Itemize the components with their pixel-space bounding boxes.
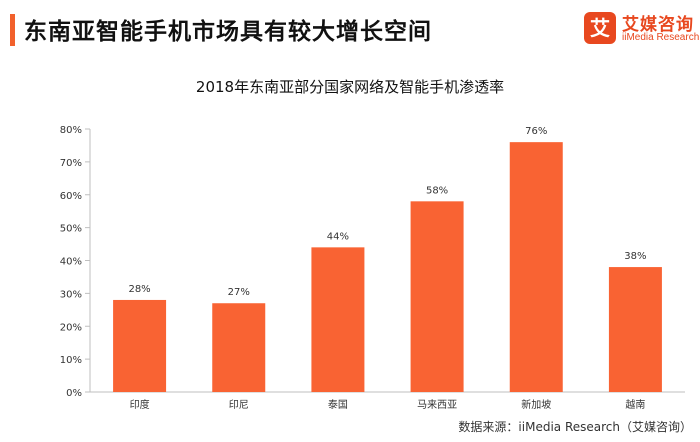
y-tick-label: 0% [66,388,82,399]
bar [311,247,365,392]
y-tick-label: 30% [60,289,82,300]
x-tick-label: 泰国 [328,398,348,411]
x-tick-label: 新加坡 [521,398,551,411]
page-title: 东南亚智能手机市场具有较大增长空间 [24,19,432,45]
chart-title: 2018年东南亚部分国家网络及智能手机渗透率 [195,78,505,96]
logo-name-en: iiMedia Research [622,32,700,43]
header-accent-bar [10,14,15,46]
bar [509,142,563,392]
bar [212,303,266,392]
y-tick-label: 40% [60,257,82,268]
y-tick-label: 60% [60,191,82,202]
y-tick-label: 10% [60,355,82,366]
data-source: 数据来源：iiMedia Research（艾媒咨询） [458,420,692,434]
data-label: 28% [128,284,150,295]
x-tick-label: 越南 [625,398,645,411]
x-tick-label: 印度 [130,398,150,411]
data-label: 58% [426,185,448,196]
logo-mark: 艾 [584,12,616,44]
brand-logo: 艾 艾媒咨询 iiMedia Research [584,10,700,50]
data-label: 38% [624,251,646,262]
data-label: 27% [228,287,250,298]
x-tick-label: 马来西亚 [417,399,457,411]
data-label: 44% [327,231,349,242]
y-tick-label: 70% [60,158,82,169]
y-tick-label: 50% [60,224,82,235]
x-tick-label: 印尼 [229,399,249,411]
bar [113,299,167,392]
y-tick-label: 20% [60,322,82,333]
y-tick-label: 80% [60,125,82,136]
bar [608,267,662,392]
logo-name-cn: 艾媒咨询 [622,15,694,35]
data-label: 76% [525,126,547,137]
bar [410,201,464,392]
